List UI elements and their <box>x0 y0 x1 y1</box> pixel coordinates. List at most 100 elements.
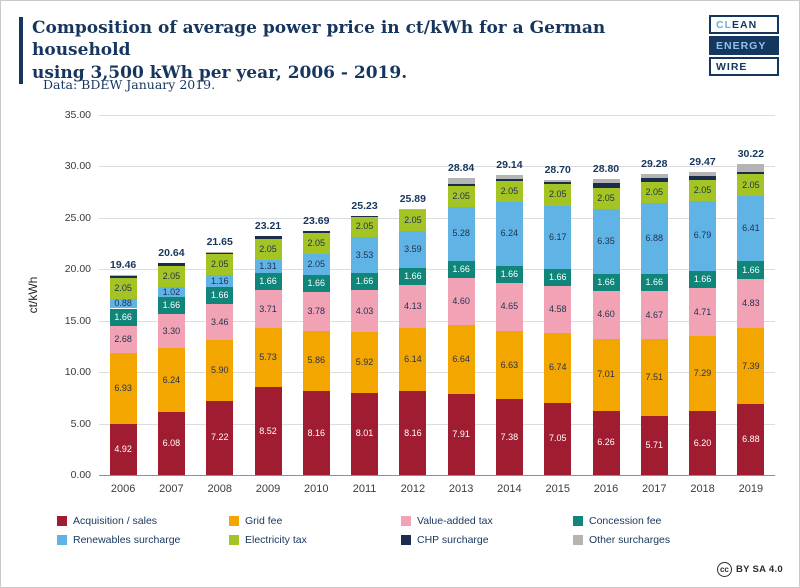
x-tick-label: 2011 <box>352 483 377 495</box>
bar-segment: 5.86 <box>302 330 330 392</box>
bar-segment-label: 1.66 <box>452 264 470 274</box>
y-tick-label: 35.00 <box>64 109 91 121</box>
bar-segment-label: 1.66 <box>693 273 712 284</box>
license-badge[interactable]: cc BY SA 4.0 <box>716 562 783 577</box>
bar-segment-label: 1.66 <box>645 276 664 287</box>
grid-line <box>99 115 775 116</box>
bar-segment-label: 4.92 <box>114 444 132 455</box>
bar-segment: 1.66 <box>302 274 330 292</box>
bar-segment-label: 6.79 <box>693 230 712 241</box>
plot-area: 4.92 6.93 2.68 1.66 0.88 2.05 19.46 2006 6.08 6.2… <box>99 115 775 495</box>
bar-segment-label: 4.71 <box>693 306 712 317</box>
stacked-bar-chart: ct/kWh 35.00 30.00 25.00 20.00 15.00 10.00 5.0… <box>21 101 781 503</box>
y-tick-label: 10.00 <box>64 366 91 379</box>
bar-total-label: 23.69 <box>303 215 330 228</box>
y-axis-tick-labels: 35.00 30.00 25.00 20.00 15.00 10.00 5.00 0.00 <box>21 109 91 481</box>
legend-swatch <box>573 535 583 545</box>
bar-segment <box>737 164 765 172</box>
bar-segment-label: 6.63 <box>500 359 519 370</box>
legend-swatch <box>573 516 583 526</box>
bar-segment-label: 1.31 <box>259 260 277 271</box>
bar-segment: 5.92 <box>351 331 379 393</box>
bar-segment-label: 5.86 <box>307 355 326 366</box>
bar-segment: 0.88 <box>109 298 137 309</box>
bar-total-label: 29.14 <box>496 159 523 172</box>
bar-segment-label: 2.05 <box>404 215 422 226</box>
bar-segment: 1.66 <box>351 273 379 291</box>
bar-segment-label: 2.05 <box>742 179 760 190</box>
bar-segment-label: 4.83 <box>742 297 760 308</box>
bar-segment: 1.16 <box>206 275 234 288</box>
bar-segment: 1.66 <box>109 308 137 326</box>
bar-segment: 6.24 <box>495 201 523 266</box>
bar-segment-label: 1.02 <box>162 286 181 297</box>
bar-segment-label: 8.52 <box>259 425 277 436</box>
bar-segment: 2.05 <box>592 187 620 209</box>
clean-energy-wire-logo: CL EAN ENERGY WIRE <box>709 15 779 78</box>
legend-label: Acquisition / sales <box>73 515 158 527</box>
legend-swatch <box>401 516 411 526</box>
bar-segment-label: 6.88 <box>645 233 664 244</box>
bar-segment: 4.65 <box>495 283 523 331</box>
bar-segment-label: 7.91 <box>452 428 470 439</box>
bar-segment: 4.60 <box>592 291 620 339</box>
bar-segment-label: 0.88 <box>114 298 132 309</box>
bar-segment: 7.91 <box>447 393 475 475</box>
bar-segment-label: 6.08 <box>162 438 181 449</box>
bar-segment: 2.05 <box>157 265 185 287</box>
logo-line-clean: CL EAN <box>709 15 779 34</box>
grid-line <box>99 475 775 476</box>
bar-segment: 6.64 <box>447 325 475 394</box>
bar-segment-label: 1.66 <box>114 311 132 322</box>
bar-segment: 1.66 <box>495 266 523 284</box>
bar-segment-label: 2.05 <box>114 283 132 294</box>
bar-segment-label: 1.66 <box>355 276 374 287</box>
bar-segment-label: 6.24 <box>162 374 181 385</box>
bar-segment: 2.05 <box>399 210 427 232</box>
legend-swatch <box>229 535 239 545</box>
bar-segment: 7.51 <box>640 339 668 417</box>
bar-segment: 2.05 <box>109 278 137 300</box>
bar-segment: 6.08 <box>157 412 185 475</box>
bar-segment-label: 3.71 <box>259 303 277 314</box>
legend-label: CHP surcharge <box>417 534 489 546</box>
bar-segment: 7.01 <box>592 338 620 411</box>
bar-segment <box>544 179 572 182</box>
bar-segment <box>302 231 330 233</box>
legend-label: Other surcharges <box>589 534 671 546</box>
bar-segment-label: 2.05 <box>307 258 326 269</box>
logo-line-wire: WIRE <box>709 57 779 76</box>
bar-segment: 6.79 <box>689 200 717 271</box>
grid-line <box>99 320 775 322</box>
bar-segment-label: 3.53 <box>355 249 374 260</box>
bar-segment-label: 4.58 <box>548 304 567 315</box>
bar-segment: 2.05 <box>689 179 717 201</box>
legend-item: Value-added tax <box>401 515 573 527</box>
bar-segment: 2.68 <box>109 325 137 354</box>
legend-label: Electricity tax <box>245 534 307 546</box>
bar-segment: 3.59 <box>399 231 427 269</box>
legend-item: Renewables surcharge <box>57 534 229 546</box>
bar-segment-label: 2.05 <box>210 259 229 270</box>
bar-segment: 6.93 <box>109 353 137 425</box>
bar-segment: 5.73 <box>254 328 282 388</box>
bar-segment-label: 2.05 <box>645 187 664 198</box>
bar-segment: 5.71 <box>640 416 668 475</box>
bar-segment-label: 2.05 <box>259 243 277 254</box>
bar-segment: 7.39 <box>737 328 765 405</box>
bar-segment: 2.05 <box>206 254 234 276</box>
bar-segment-label: 5.71 <box>645 440 664 451</box>
legend-item: Grid fee <box>229 515 401 527</box>
grid-line <box>99 217 775 219</box>
bar-segment-label: 6.20 <box>693 437 712 448</box>
bar-segment-label: 1.16 <box>210 275 229 286</box>
bar-segment-label: 4.60 <box>452 296 470 307</box>
y-tick-label: 20.00 <box>64 263 91 276</box>
grid-line <box>99 423 775 425</box>
bar-segment-label: 3.59 <box>404 244 422 255</box>
legend-label: Value-added tax <box>417 515 493 527</box>
bar-segment-label: 2.05 <box>693 184 712 195</box>
x-tick-label: 2009 <box>255 483 281 495</box>
creative-commons-icon: cc <box>716 562 732 577</box>
bar-total-label: 29.47 <box>689 155 716 168</box>
